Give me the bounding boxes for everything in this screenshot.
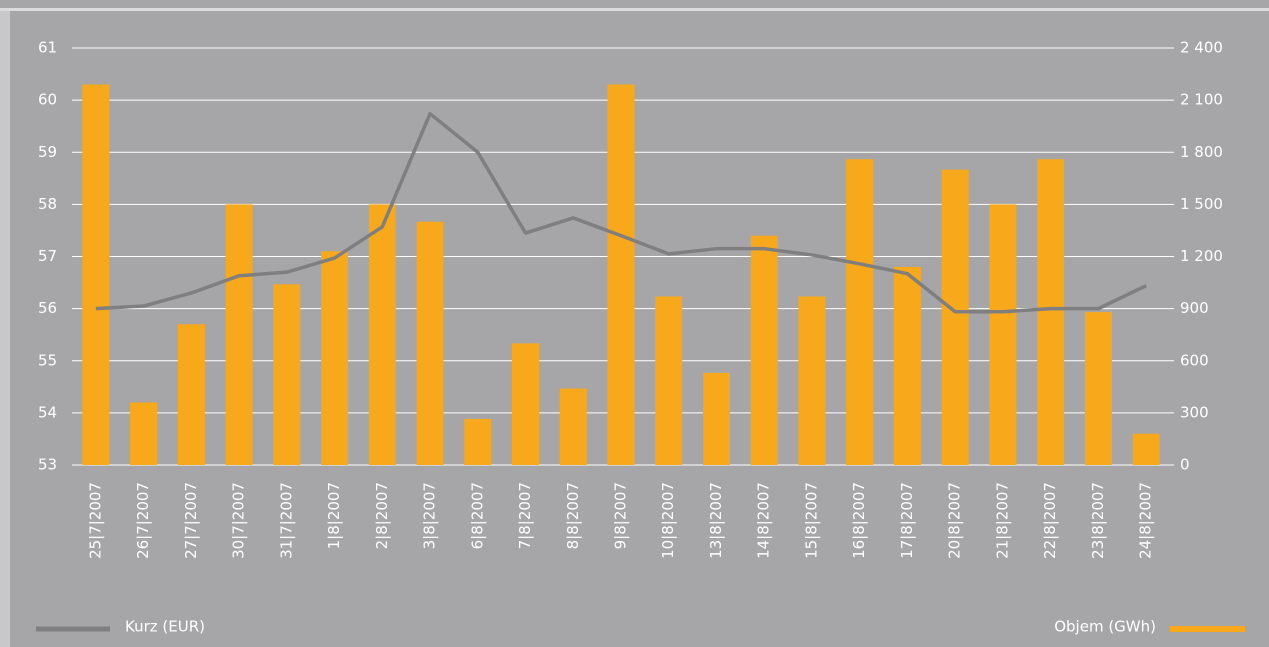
y-tick-label: 55 [38,351,57,369]
y-tick-label: 58 [38,195,57,213]
x-tick-label: 16|8|2007 [850,482,868,559]
y2-tick-label: 600 [1180,351,1209,369]
x-tick-label: 24|8|2007 [1137,482,1155,559]
bar [989,204,1017,465]
x-tick-label: 10|8|2007 [659,482,677,559]
legend-swatch [1170,626,1245,632]
y2-tick-label: 0 [1180,456,1190,474]
y2-tick-label: 1 800 [1180,143,1223,161]
bar [464,418,492,465]
bar [82,84,110,466]
y-tick-label: 57 [38,247,57,265]
bar [225,204,253,465]
y-tick-label: 54 [38,403,57,421]
bar [702,372,730,465]
x-tick-label: 3|8|2007 [421,482,439,549]
x-tick-label: 8|8|2007 [564,482,582,549]
bar [1132,433,1160,465]
bar [655,296,683,465]
x-tick-label: 25|7|2007 [86,482,104,559]
bar [177,324,205,465]
bar [750,235,778,465]
bar [893,266,921,465]
y2-tick-label: 900 [1180,299,1209,317]
x-tick-label: 17|8|2007 [898,482,916,559]
y-tick-label: 61 [38,39,57,57]
y-tick-label: 60 [38,91,57,109]
x-tick-label: 27|7|2007 [182,482,200,559]
x-tick-label: 6|8|2007 [468,482,486,549]
line [95,111,1147,314]
bar [1084,312,1112,465]
x-tick-label: 31|7|2007 [277,482,295,559]
bar [368,204,396,465]
bar [416,221,444,465]
legend-label: Objem (GWh) [1054,618,1156,636]
bar [941,169,969,465]
x-tick-label: 20|8|2007 [946,482,964,559]
x-tick-label: 30|7|2007 [230,482,248,559]
bar [846,159,874,465]
y2-tick-label: 1 500 [1180,195,1223,213]
x-tick-label: 7|8|2007 [516,482,534,549]
bar [130,402,158,465]
top-rule [0,8,1269,11]
bar [559,388,587,465]
x-tick-label: 23|8|2007 [1089,482,1107,559]
bar [273,284,301,465]
bar [1037,159,1065,465]
bar [321,251,349,465]
x-tick-label: 14|8|2007 [755,482,773,559]
x-tick-label: 1|8|2007 [325,482,343,549]
y2-tick-label: 2 400 [1180,39,1223,57]
y2-tick-label: 1 200 [1180,247,1223,265]
y2-tick-label: 2 100 [1180,91,1223,109]
x-tick-label: 15|8|2007 [802,482,820,559]
y-tick-label: 53 [38,456,57,474]
bar [607,84,635,466]
bar [512,343,540,465]
y-tick-label: 56 [38,299,57,317]
y-tick-label: 59 [38,143,57,161]
bar [798,296,826,465]
x-tick-label: 9|8|2007 [612,482,630,549]
left-strip [0,11,10,647]
legend-label: Kurz (EUR) [125,618,205,636]
x-tick-label: 2|8|2007 [373,482,391,549]
x-tick-label: 22|8|2007 [1041,482,1059,559]
y2-tick-label: 300 [1180,403,1209,421]
x-tick-label: 13|8|2007 [707,482,725,559]
x-tick-label: 26|7|2007 [134,482,152,559]
x-tick-label: 21|8|2007 [993,482,1011,559]
